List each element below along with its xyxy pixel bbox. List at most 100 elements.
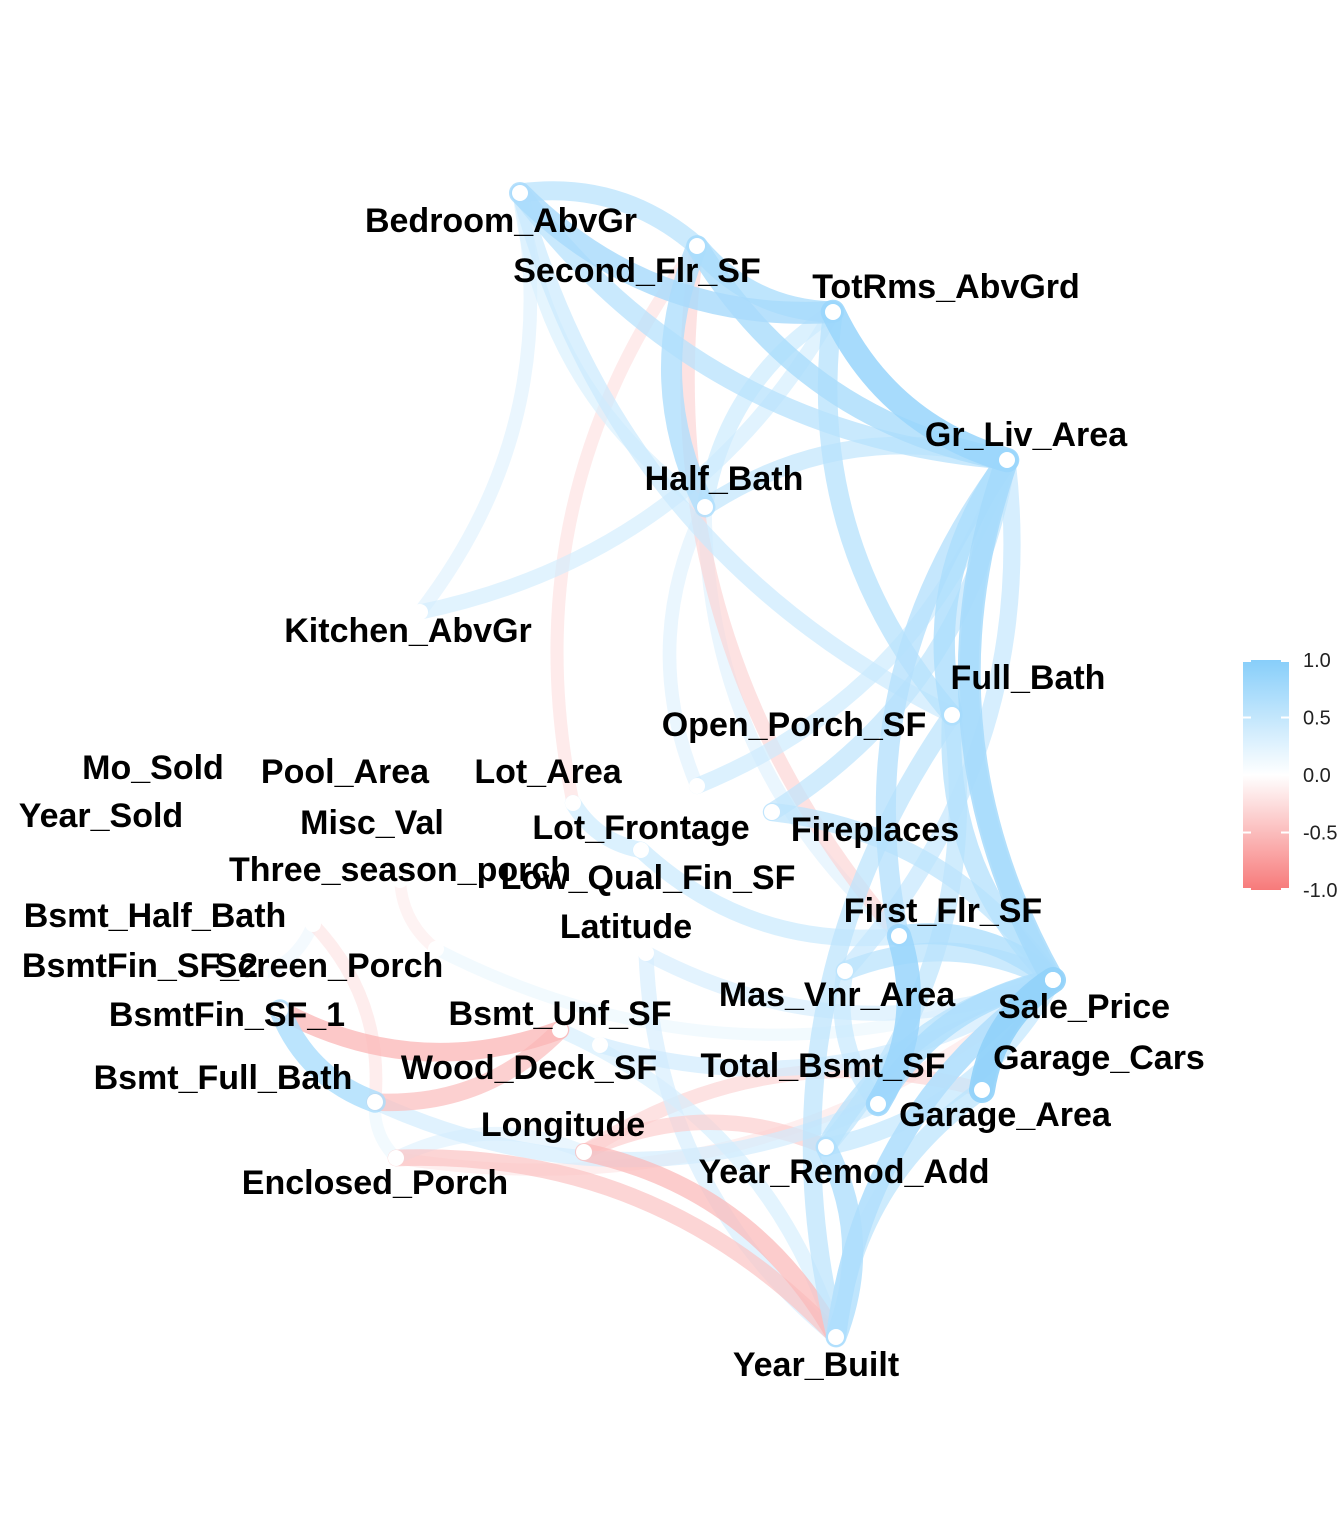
node-point-Longitude (576, 1144, 592, 1160)
node-label-BsmtFin_SF_2: BsmtFin_SF_2 (22, 947, 258, 985)
node-label-Kitchen_AbvGr: Kitchen_AbvGr (284, 612, 532, 650)
node-point-Enclosed_Porch (388, 1150, 404, 1166)
node-label-Latitude: Latitude (560, 908, 692, 946)
node-label-Total_Bsmt_SF: Total_Bsmt_SF (701, 1047, 946, 1085)
node-label-Pool_Area: Pool_Area (261, 753, 430, 791)
node-point-Latitude (638, 945, 654, 961)
edge-layer (254, 181, 1067, 1348)
node-point-Year_Remod_Add (818, 1139, 834, 1155)
edge-Bedroom_AbvGr-Full_Bath (511, 184, 961, 724)
edge-Three_season_porch-Screen_Porch (394, 874, 442, 955)
edge-Garage_Cars-Garage_Area (968, 966, 1067, 1104)
node-point-Bedroom_AbvGr (512, 185, 528, 201)
node-label-Bedroom_AbvGr: Bedroom_AbvGr (365, 202, 637, 240)
node-point-Low_Qual_Fin_SF (640, 877, 656, 893)
node-label-Longitude: Longitude (481, 1106, 645, 1144)
node-label-BsmtFin_SF_1: BsmtFin_SF_1 (109, 996, 345, 1034)
node-label-Low_Qual_Fin_SF: Low_Qual_Fin_SF (501, 859, 796, 897)
node-point-Year_Sold (92, 802, 108, 818)
node-label-Fireplaces: Fireplaces (791, 811, 959, 849)
label-layer: Bedroom_AbvGr Second_Flr_SF TotRms_AbvGrd G… (19, 202, 1205, 1384)
node-point-Open_Porch_SF (689, 778, 705, 794)
node-point-BsmtFin_SF_1 (272, 1002, 288, 1018)
node-point-Bsmt_Full_Bath (367, 1094, 383, 1110)
node-label-Mo_Sold: Mo_Sold (82, 749, 224, 787)
node-point-Mas_Vnr_Area (837, 963, 853, 979)
legend-tick-label: 0.0 (1303, 765, 1331, 787)
edge-Full_Bath-Year_Built (802, 705, 962, 1347)
node-label-Bsmt_Half_Bath: Bsmt_Half_Bath (24, 897, 287, 935)
edge-Year_Built-Longitude (574, 1142, 846, 1347)
legend-tick-label: 0.5 (1303, 708, 1331, 730)
edge-TotRms_AbvGrd-Gr_Liv_Area (820, 299, 1020, 473)
node-label-Garage_Cars: Garage_Cars (993, 1039, 1205, 1077)
node-label-Wood_Deck_SF: Wood_Deck_SF (401, 1049, 657, 1087)
node-point-Wood_Deck_SF (592, 1037, 608, 1053)
edge-Year_Built-Year_Remod_Add (815, 1136, 864, 1348)
node-point-Lot_Area (565, 795, 581, 811)
node-point-Garage_Area (974, 1082, 990, 1098)
node-label-Full_Bath: Full_Bath (951, 659, 1106, 697)
node-point-Misc_Val (372, 807, 388, 823)
node-point-First_Flr_SF (891, 928, 907, 944)
node-point-Half_Bath (697, 499, 713, 515)
edge-Kitchen_AbvGr-TotRms_AbvGrd (412, 304, 841, 620)
node-point-Second_Flr_SF (689, 238, 705, 254)
node-label-Half_Bath: Half_Bath (645, 460, 804, 498)
node-label-Bsmt_Unf_SF: Bsmt_Unf_SF (449, 995, 672, 1033)
node-point-Pool_Area (352, 787, 368, 803)
edge-BsmtFin_SF_1-Bsmt_Unf_SF (270, 1000, 570, 1062)
legend-tick-label: -1.0 (1303, 880, 1337, 902)
node-label-Mas_Vnr_Area: Mas_Vnr_Area (719, 976, 956, 1014)
node-label-Three_season_porch: Three_season_porch (229, 851, 571, 889)
node-label-Screen_Porch: Screen_Porch (215, 947, 444, 985)
node-point-Screen_Porch (428, 941, 444, 957)
node-label-First_Flr_SF: First_Flr_SF (844, 892, 1042, 930)
node-layer (92, 185, 1061, 1345)
node-point-TotRms_AbvGrd (825, 304, 841, 320)
node-label-Second_Flr_SF: Second_Flr_SF (513, 252, 761, 290)
node-point-Three_season_porch (392, 872, 408, 888)
node-label-Lot_Frontage: Lot_Frontage (532, 809, 749, 847)
node-point-Kitchen_AbvGr (412, 604, 428, 620)
edge-Half_Bath-Open_Porch_SF (662, 500, 712, 793)
node-label-Bsmt_Full_Bath: Bsmt_Full_Bath (94, 1059, 353, 1097)
edge-Bedroom_AbvGr-TotRms_AbvGrd (508, 181, 845, 324)
color-legend: 1.0 0.5 0.0 -0.5 -1.0 (1243, 650, 1337, 902)
edge-Lot_Area-Lot_Frontage (564, 794, 650, 859)
node-label-Sale_Price: Sale_Price (998, 988, 1170, 1026)
node-label-Misc_Val: Misc_Val (300, 804, 444, 842)
legend-tick-label: -0.5 (1303, 823, 1337, 845)
edge-Longitude-Enclosed_Porch (389, 1126, 591, 1165)
node-point-Gr_Liv_Area (999, 452, 1015, 468)
node-label-Garage_Area: Garage_Area (899, 1096, 1112, 1134)
node-label-Year_Sold: Year_Sold (19, 797, 183, 835)
edge-Lot_Frontage-First_Flr_SF (632, 841, 908, 947)
node-point-Fireplaces (764, 804, 780, 820)
node-point-Total_Bsmt_SF (870, 1096, 886, 1112)
edge-Gr_Liv_Area-Sale_Price (957, 448, 1065, 992)
node-point-Year_Built (828, 1329, 844, 1345)
edge-BsmtFin_SF_1-Bsmt_Full_Bath (269, 999, 386, 1113)
edge-Bsmt_Full_Bath-Bsmt_Unf_SF (366, 1021, 569, 1112)
node-label-TotRms_AbvGrd: TotRms_AbvGrd (812, 268, 1080, 306)
node-point-Lot_Frontage (633, 842, 649, 858)
edge-Second_Flr_SF-Bedroom_AbvGr (510, 181, 707, 256)
edge-Second_Flr_SF-Half_Bath (661, 235, 716, 518)
legend-tick-label: 1.0 (1303, 650, 1331, 672)
node-label-Year_Remod_Add: Year_Remod_Add (699, 1153, 990, 1191)
node-label-Year_Built: Year_Built (733, 1346, 899, 1384)
node-point-Bsmt_Unf_SF (552, 1022, 568, 1038)
node-label-Enclosed_Porch: Enclosed_Porch (242, 1164, 508, 1202)
node-point-Full_Bath (944, 707, 960, 723)
node-point-Bsmt_Half_Bath (305, 916, 321, 932)
edge-Total_Bsmt_SF-First_Flr_SF (865, 923, 922, 1117)
edge-Bsmt_Full_Bath-Bsmt_Half_Bath (306, 917, 383, 1109)
node-point-BsmtFin_SF_2 (252, 967, 268, 983)
node-label-Lot_Area: Lot_Area (474, 753, 622, 791)
node-label-Open_Porch_SF: Open_Porch_SF (662, 706, 927, 744)
node-label-Gr_Liv_Area: Gr_Liv_Area (925, 416, 1128, 454)
node-point-Garage_Cars (1045, 972, 1061, 988)
node-point-Mo_Sold (152, 752, 168, 768)
